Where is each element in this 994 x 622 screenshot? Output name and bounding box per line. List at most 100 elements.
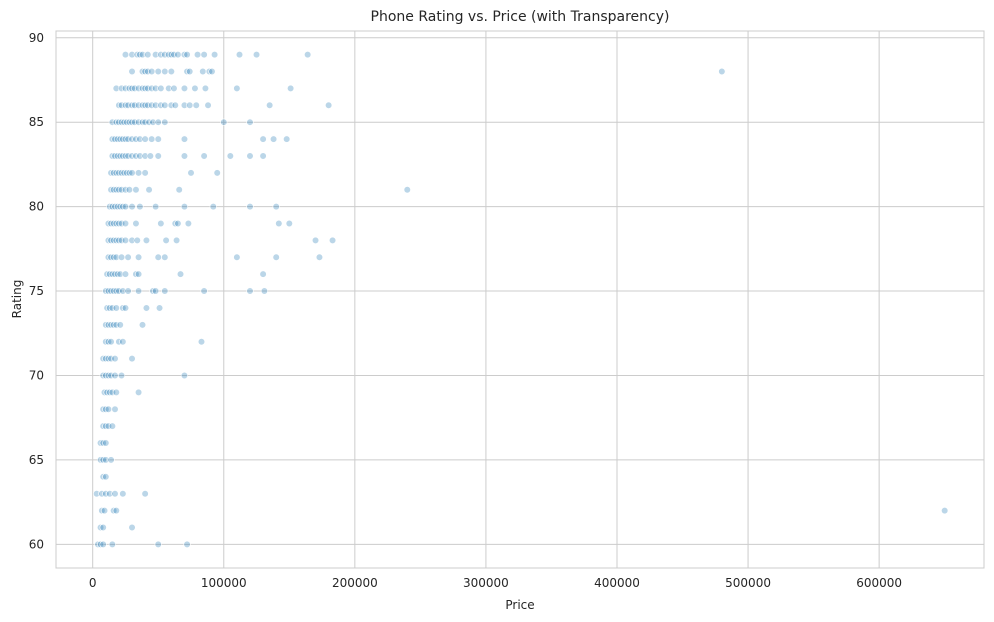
data-point [226,152,234,160]
data-point [110,219,118,228]
data-point [128,523,136,532]
data-point [152,203,160,211]
data-point [106,203,114,211]
data-point [138,67,147,76]
data-point [99,456,107,464]
data-point [112,236,120,244]
data-point [144,51,152,59]
data-point [128,203,136,211]
data-point [117,118,126,126]
data-point [149,287,157,295]
data-point [136,51,144,59]
data-point [259,135,267,143]
data-point [157,219,165,228]
data-point [121,270,130,278]
data-point [99,439,107,447]
data-point [111,203,119,211]
data-point [98,490,106,498]
data-point [115,169,123,177]
data-point [112,304,120,312]
data-point [183,67,191,76]
data-point [328,236,337,244]
data-point [116,135,124,143]
data-point [144,101,152,109]
data-point [260,287,269,295]
y-axis-ticks: 60 65 70 75 80 85 90 [29,31,44,552]
data-point [403,186,411,194]
data-point [154,540,162,548]
data-point [152,287,160,295]
data-point [128,152,136,160]
data-point [148,135,156,143]
plot-frame [55,30,985,569]
data-point [117,371,126,380]
data-point [718,67,726,76]
data-point [161,101,169,109]
data-point [108,135,116,143]
data-point [165,51,173,59]
data-point [111,490,119,498]
data-point [107,321,115,329]
data-point [172,236,181,244]
data-point [116,203,124,211]
data-point [104,422,113,430]
data-point [152,51,160,59]
data-point [103,270,111,278]
chart-title: Phone Rating vs. Price (with Transparenc… [371,9,670,25]
grid [56,31,984,568]
data-point [187,169,195,177]
data-point [112,118,120,126]
data-point [106,490,114,498]
data-point [119,287,127,295]
data-point [157,51,165,59]
data-point [246,203,254,211]
data-point [183,540,191,548]
x-tick-label: 400000 [594,576,640,590]
data-point [93,490,101,498]
data-point [124,152,132,160]
data-point [123,118,131,126]
data-point [114,135,122,143]
data-point [117,169,126,177]
data-point [148,101,156,109]
data-point [119,490,127,498]
y-tick-label: 60 [29,537,44,551]
data-point [235,51,244,59]
x-axis-ticks: 0 100000 200000 300000 400000 500000 600000 [89,576,902,590]
data-point [99,371,107,380]
data-point [112,219,120,228]
data-point [149,118,157,126]
x-tick-label: 0 [89,576,97,590]
data-point [134,388,143,396]
data-point [110,287,118,295]
data-point [114,152,122,160]
data-point [145,186,153,194]
data-point [170,51,178,59]
data-point [315,253,324,261]
data-point [125,186,134,194]
y-tick-label: 70 [29,368,44,382]
data-point [112,321,120,329]
x-axis-label: Price [505,598,534,612]
data-point [110,253,118,261]
y-tick-label: 85 [29,115,44,129]
data-point [180,51,189,59]
data-point [121,186,130,194]
data-point [103,304,111,312]
data-point [199,67,207,76]
data-point [114,270,122,278]
data-point [138,101,147,109]
data-point [141,152,149,160]
data-point [104,405,113,413]
data-point [121,236,130,244]
y-tick-label: 90 [29,31,44,45]
data-point [124,253,132,261]
data-point [107,236,115,244]
y-tick-label: 65 [29,453,44,467]
data-point [161,67,169,76]
data-point [155,304,164,312]
data-point [112,169,120,177]
x-tick-label: 200000 [332,576,378,590]
data-point [102,355,110,363]
data-point [102,287,110,295]
